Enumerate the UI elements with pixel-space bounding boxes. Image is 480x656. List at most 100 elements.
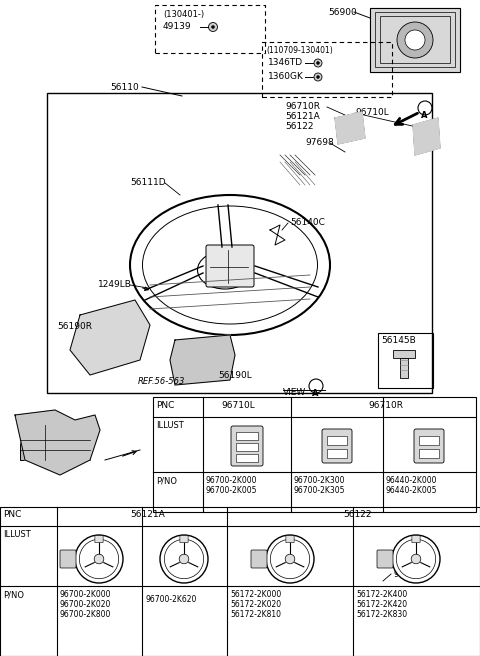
Text: 56172-2K020: 56172-2K020 bbox=[230, 600, 281, 609]
Polygon shape bbox=[170, 335, 235, 385]
FancyBboxPatch shape bbox=[60, 550, 76, 568]
Text: 96440-2K005: 96440-2K005 bbox=[386, 486, 437, 495]
Bar bbox=[338, 127, 348, 132]
Text: P/NO: P/NO bbox=[156, 476, 177, 485]
Bar bbox=[20, 425, 90, 460]
Bar bbox=[416, 128, 425, 133]
Text: 56172-2K810: 56172-2K810 bbox=[230, 610, 281, 619]
Text: 56140C: 56140C bbox=[290, 218, 325, 227]
Bar bbox=[236, 443, 258, 451]
Bar bbox=[63, 564, 73, 567]
Circle shape bbox=[285, 554, 295, 564]
Bar bbox=[254, 564, 264, 567]
Text: (110709-130401): (110709-130401) bbox=[266, 46, 333, 55]
Text: 56122: 56122 bbox=[343, 510, 372, 519]
Bar bbox=[380, 564, 390, 567]
FancyBboxPatch shape bbox=[414, 429, 444, 463]
FancyBboxPatch shape bbox=[251, 550, 267, 568]
Text: REF.56-563: REF.56-563 bbox=[138, 377, 185, 386]
Text: 56110: 56110 bbox=[110, 83, 139, 92]
Text: A: A bbox=[421, 111, 428, 120]
Text: 97698: 97698 bbox=[305, 138, 334, 147]
Text: 56121A: 56121A bbox=[130, 510, 165, 519]
Circle shape bbox=[397, 22, 433, 58]
Text: 96700-2K000: 96700-2K000 bbox=[60, 590, 111, 599]
Text: 96710R: 96710R bbox=[369, 401, 404, 410]
Text: (130401-): (130401-) bbox=[163, 10, 204, 19]
Text: P/NO: P/NO bbox=[3, 590, 24, 599]
Bar bbox=[236, 432, 258, 440]
Text: 96440-2K000: 96440-2K000 bbox=[386, 476, 437, 485]
Bar bbox=[416, 136, 425, 141]
Bar bbox=[153, 397, 476, 512]
Circle shape bbox=[316, 75, 320, 79]
Text: 96710R: 96710R bbox=[285, 102, 320, 111]
Text: 96700-2K020: 96700-2K020 bbox=[60, 600, 111, 609]
Polygon shape bbox=[70, 300, 150, 375]
Text: 56145B: 56145B bbox=[381, 336, 416, 345]
FancyBboxPatch shape bbox=[286, 536, 294, 543]
Bar bbox=[380, 554, 390, 557]
Bar bbox=[63, 554, 73, 557]
Text: 56190L: 56190L bbox=[218, 371, 252, 380]
FancyBboxPatch shape bbox=[95, 536, 103, 543]
Bar bbox=[378, 333, 433, 388]
Text: ILLUST: ILLUST bbox=[3, 530, 31, 539]
Circle shape bbox=[411, 554, 421, 564]
FancyBboxPatch shape bbox=[377, 550, 393, 568]
Polygon shape bbox=[413, 118, 440, 155]
Bar bbox=[380, 559, 390, 562]
Bar bbox=[416, 144, 425, 149]
Bar bbox=[393, 350, 415, 358]
Text: 1346TD: 1346TD bbox=[268, 58, 303, 67]
FancyBboxPatch shape bbox=[180, 536, 188, 543]
Circle shape bbox=[405, 30, 425, 50]
Bar bbox=[236, 454, 258, 462]
Circle shape bbox=[314, 73, 322, 81]
Polygon shape bbox=[335, 112, 365, 144]
Text: 96710L: 96710L bbox=[355, 108, 389, 117]
Bar bbox=[63, 559, 73, 562]
Text: 96700-2K620: 96700-2K620 bbox=[145, 595, 196, 604]
Circle shape bbox=[316, 62, 320, 64]
FancyBboxPatch shape bbox=[206, 245, 254, 287]
Text: 56190R: 56190R bbox=[57, 322, 92, 331]
Circle shape bbox=[212, 26, 215, 28]
Circle shape bbox=[396, 539, 436, 579]
Text: PNC: PNC bbox=[156, 401, 174, 410]
Text: 1360GK: 1360GK bbox=[268, 72, 304, 81]
Circle shape bbox=[160, 535, 208, 583]
Text: 56172-2K000: 56172-2K000 bbox=[230, 590, 281, 599]
Bar bbox=[380, 16, 450, 63]
Bar bbox=[262, 42, 392, 97]
Text: 96700-2K005: 96700-2K005 bbox=[206, 486, 257, 495]
Text: ILLUST: ILLUST bbox=[156, 421, 184, 430]
FancyBboxPatch shape bbox=[412, 536, 420, 543]
Bar bbox=[47, 93, 432, 393]
FancyBboxPatch shape bbox=[231, 426, 263, 466]
Bar bbox=[327, 449, 347, 458]
Circle shape bbox=[314, 59, 322, 67]
Circle shape bbox=[164, 539, 204, 579]
Polygon shape bbox=[15, 410, 100, 475]
Bar bbox=[419, 449, 439, 458]
Bar bbox=[338, 134, 348, 139]
Bar bbox=[419, 436, 439, 445]
Circle shape bbox=[79, 539, 119, 579]
Text: 56172-2K420: 56172-2K420 bbox=[356, 600, 407, 609]
Circle shape bbox=[266, 535, 314, 583]
Circle shape bbox=[208, 22, 217, 31]
Circle shape bbox=[270, 539, 310, 579]
Text: A: A bbox=[312, 389, 319, 398]
Text: 49139: 49139 bbox=[163, 22, 192, 31]
Bar bbox=[155, 5, 265, 53]
Circle shape bbox=[179, 554, 189, 564]
Bar bbox=[370, 8, 460, 72]
Circle shape bbox=[392, 535, 440, 583]
Text: 1249LB: 1249LB bbox=[98, 280, 132, 289]
Text: VIEW: VIEW bbox=[283, 388, 306, 397]
Bar bbox=[327, 436, 347, 445]
FancyBboxPatch shape bbox=[322, 429, 352, 463]
Text: 56172-2K830: 56172-2K830 bbox=[356, 610, 407, 619]
Bar bbox=[254, 554, 264, 557]
